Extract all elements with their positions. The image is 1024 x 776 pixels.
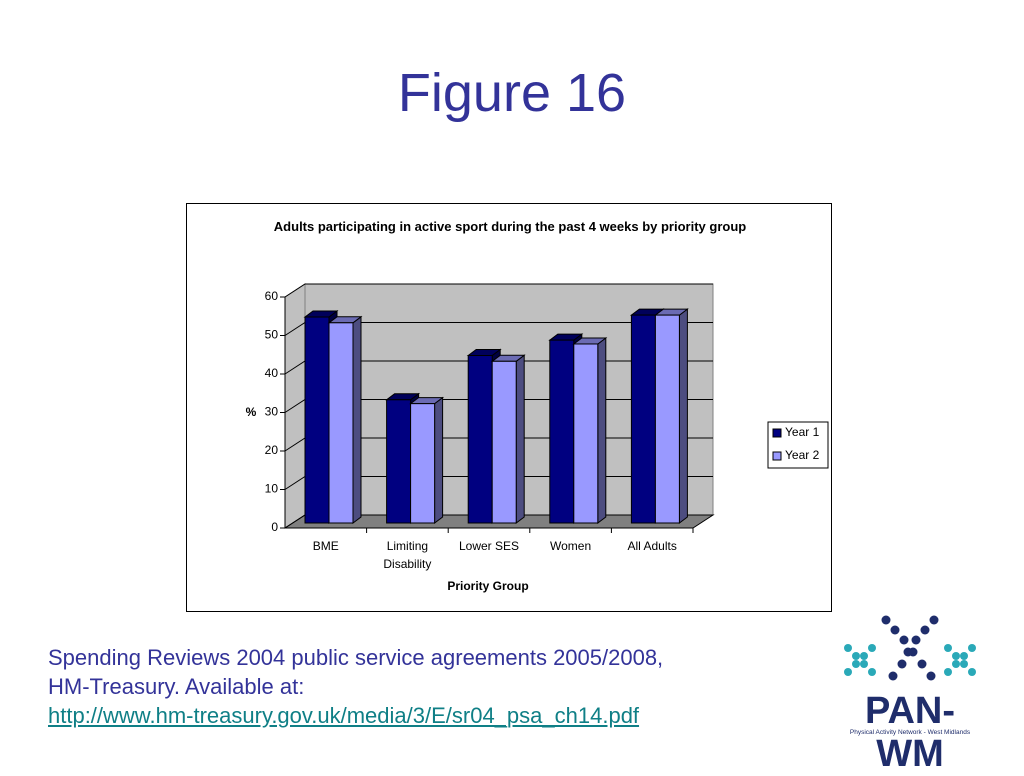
legend-swatch — [772, 451, 782, 461]
legend-swatch — [772, 428, 782, 438]
bar — [654, 314, 680, 524]
bar-side — [597, 336, 607, 524]
bar — [386, 399, 412, 524]
y-tick-label: 20 — [265, 443, 279, 457]
y-axis-title: % — [246, 405, 257, 419]
y-tick-label: 50 — [265, 328, 279, 342]
bar-side — [434, 396, 444, 524]
bar — [328, 322, 354, 524]
bar-side — [515, 354, 525, 524]
bar — [491, 360, 517, 524]
grid-line — [284, 283, 713, 298]
bar — [410, 403, 436, 524]
x-axis-title: Priority Group — [447, 579, 529, 593]
x-tick-label: Limiting Disability — [383, 539, 432, 571]
y-tick-label: 60 — [265, 289, 279, 303]
y-tick-label: 0 — [271, 520, 278, 534]
caption-line: Spending Reviews 2004 public service agr… — [48, 645, 664, 670]
source-link[interactable]: http://www.hm-treasury.gov.uk/media/3/E/… — [48, 703, 640, 728]
x-tick-label: All Adults — [627, 539, 677, 553]
caption: Spending Reviews 2004 public service agr… — [48, 643, 663, 730]
y-tick-label: 30 — [265, 405, 279, 419]
x-tick-label: Lower SES — [458, 539, 520, 553]
bar — [630, 314, 656, 524]
bar — [467, 355, 493, 524]
caption-line: HM-Treasury. Available at: — [48, 674, 305, 699]
bar-side — [678, 308, 688, 524]
bar — [549, 339, 575, 524]
logo-subtitle: Physical Activity Network - West Midland… — [849, 729, 971, 736]
y-tick-label: 40 — [265, 366, 279, 380]
x-tick-label: BME — [312, 539, 339, 553]
legend-label: Year 1 — [785, 425, 820, 439]
chart-frame — [186, 203, 832, 612]
bar-side — [352, 315, 362, 524]
bar — [573, 343, 599, 524]
chart-title: Adults participating in active sport dur… — [273, 219, 747, 234]
bar — [304, 316, 330, 524]
slide-title: Figure 16 — [397, 63, 627, 123]
y-tick-label: 10 — [265, 482, 279, 496]
legend-label: Year 2 — [785, 448, 820, 462]
x-tick-label: Women — [550, 539, 592, 553]
logo-icon — [844, 615, 976, 681]
